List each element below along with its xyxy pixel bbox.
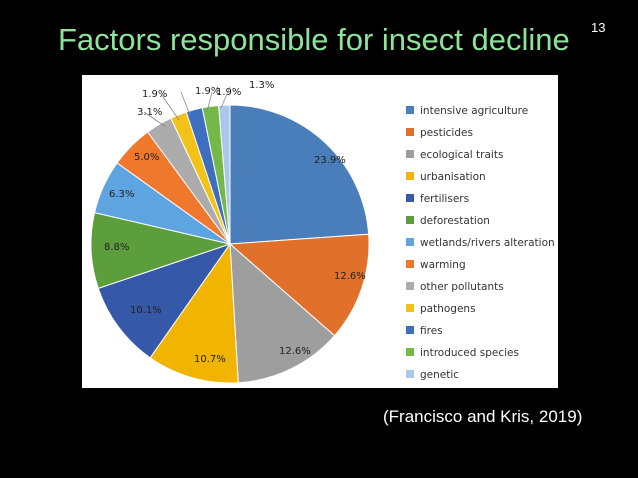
data-label-other-pollutants: 3.1%: [137, 107, 162, 118]
leader-line-other-pollutants: [143, 111, 167, 128]
leader-line-pathogens: [160, 93, 180, 121]
data-label-pathogens: 1.9%: [142, 89, 167, 100]
legend-label-introduced-species: introduced species: [420, 347, 519, 359]
legend-swatch-other-pollutants: [406, 282, 414, 290]
pie-chart: 23.9% 12.6% 12.6% 10.7% 10.1% 8.8% 6.3% 5.0% 3.1…: [90, 80, 555, 384]
legend-label-pathogens: pathogens: [420, 303, 476, 315]
legend-swatch-genetic: [406, 370, 414, 378]
slide-title: Factors responsible for insect decline: [58, 22, 570, 57]
legend-label-wetlands-rivers-alteration: wetlands/rivers alteration: [420, 237, 555, 249]
legend-label-pesticides: pesticides: [420, 127, 473, 139]
data-label-fertilisers: 10.1%: [130, 305, 162, 316]
legend-label-genetic: genetic: [420, 369, 459, 381]
pie-slice-urbanisation: [149, 242, 239, 384]
data-label-intensive-agriculture: 23.9%: [314, 155, 346, 166]
legend-label-fires: fires: [420, 325, 443, 337]
legend-label-warming: warming: [420, 259, 466, 271]
legend-swatch-pesticides: [406, 128, 414, 136]
pie-data-labels: 23.9% 12.6% 12.6% 10.7% 10.1% 8.8% 6.3% 5.0% 3.1…: [104, 80, 366, 365]
legend-swatch-deforestation: [406, 216, 414, 224]
data-label-deforestation: 8.8%: [104, 242, 129, 253]
data-label-pesticides: 12.6%: [334, 271, 366, 282]
leader-line-fires: [180, 91, 191, 116]
legend-swatch-wetlands-rivers-alteration: [406, 238, 414, 246]
legend-label-fertilisers: fertilisers: [420, 193, 469, 205]
pie-slice-pesticides: [228, 233, 370, 337]
legend-swatch-urbanisation: [406, 172, 414, 180]
data-label-genetic: 1.3%: [249, 80, 274, 91]
legend-label-deforestation: deforestation: [420, 215, 490, 227]
leader-line-introduced-species: [206, 91, 213, 113]
leader-line-genetic: [220, 86, 231, 109]
legend-swatch-introduced-species: [406, 348, 414, 356]
legend-label-urbanisation: urbanisation: [420, 171, 486, 183]
data-label-introduced-species: 1.9%: [216, 87, 241, 98]
data-label-wetlands-rivers-alteration: 6.3%: [109, 189, 134, 200]
data-label-fires: 1.9%: [195, 86, 220, 97]
pie-slice-intensive-agriculture: [229, 104, 370, 245]
pie-slice-fertilisers: [97, 243, 232, 359]
pie-slices: [90, 104, 370, 384]
chart-legend: intensive agriculture pesticides ecologica…: [406, 105, 555, 381]
legend-swatch-pathogens: [406, 304, 414, 312]
legend-label-other-pollutants: other pollutants: [420, 281, 504, 293]
page-number: 13: [591, 20, 606, 35]
pie-chart-panel: 23.9% 12.6% 12.6% 10.7% 10.1% 8.8% 6.3% 5.0% 3.1…: [82, 75, 558, 388]
pie-slice-ecological-traits: [229, 242, 336, 384]
pie-slice-genetic: [218, 104, 231, 245]
data-label-urbanisation: 10.7%: [194, 354, 226, 365]
legend-label-intensive-agriculture: intensive agriculture: [420, 105, 528, 117]
legend-label-ecological-traits: ecological traits: [420, 149, 503, 161]
legend-swatch-warming: [406, 260, 414, 268]
citation: (Francisco and Kris, 2019): [383, 407, 583, 426]
legend-swatch-fertilisers: [406, 194, 414, 202]
data-label-warming: 5.0%: [134, 152, 159, 163]
legend-swatch-ecological-traits: [406, 150, 414, 158]
legend-swatch-intensive-agriculture: [406, 106, 414, 114]
legend-swatch-fires: [406, 326, 414, 334]
data-label-ecological-traits: 12.6%: [279, 346, 311, 357]
